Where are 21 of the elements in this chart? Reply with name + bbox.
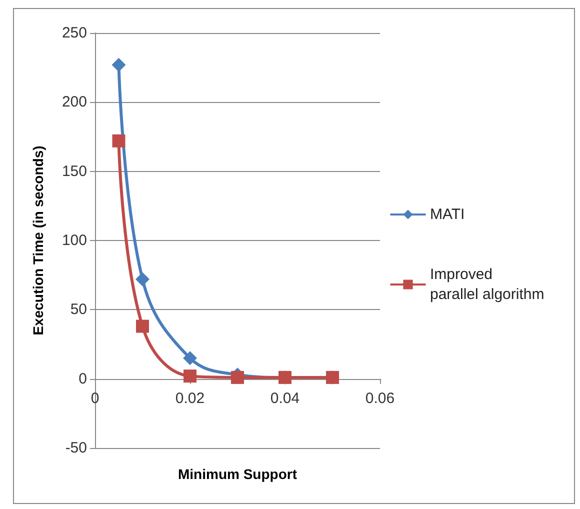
point xyxy=(112,134,126,148)
y-tick-label: 50 xyxy=(70,301,87,318)
point xyxy=(136,320,149,333)
point xyxy=(231,370,244,384)
y-tick-label: 250 xyxy=(62,24,87,42)
x-tick-label: 0.04 xyxy=(270,390,300,407)
legend-label: Improved parallel algorithm xyxy=(430,266,544,303)
y-tick-label: 150 xyxy=(62,162,87,180)
y-tick-label: 0 xyxy=(78,370,87,388)
point xyxy=(184,370,196,383)
legend-label: MATI xyxy=(430,206,465,223)
y-axis-title: Execution Time (in seconds) xyxy=(30,146,46,336)
y-tick-label: 100 xyxy=(62,232,87,249)
x-tick-label: 0.02 xyxy=(175,390,205,407)
point xyxy=(136,272,150,286)
point xyxy=(112,58,126,72)
y-tick-label: 200 xyxy=(62,94,87,111)
point xyxy=(183,351,197,366)
x-tick-label: 0.06 xyxy=(365,390,395,407)
y-tick-label: -50 xyxy=(65,440,87,456)
x-axis-title: Minimum Support xyxy=(178,466,298,482)
